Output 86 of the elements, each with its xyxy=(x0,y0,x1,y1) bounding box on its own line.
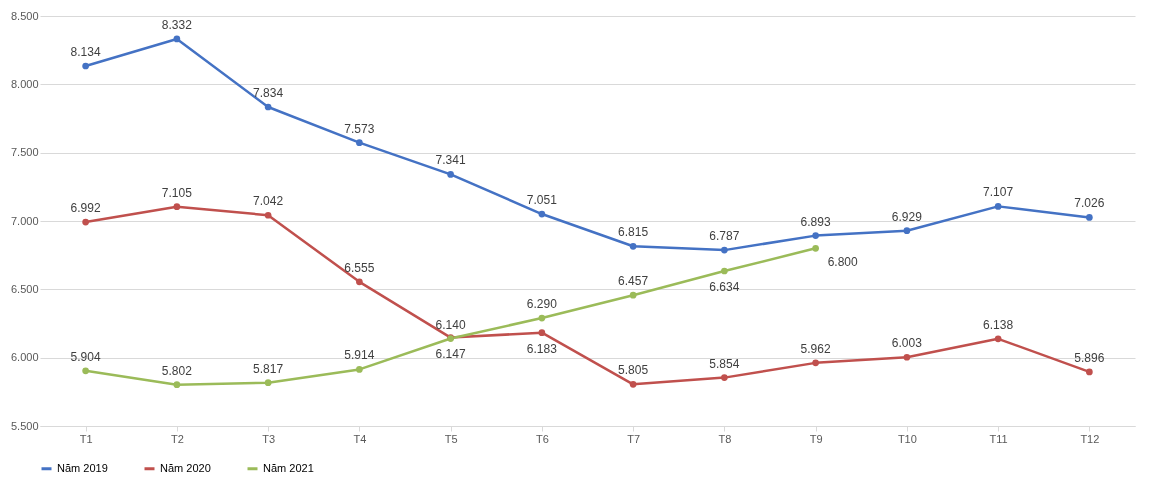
y-tick-label: 6.000 xyxy=(10,351,39,364)
data-label: 5.914 xyxy=(344,348,375,363)
data-label: 6.003 xyxy=(891,336,923,351)
y-tick-label: 8.000 xyxy=(10,77,39,90)
data-label: 6.290 xyxy=(526,297,558,312)
x-tick-label: T8 xyxy=(718,432,732,445)
point xyxy=(721,246,728,254)
x-tick-label: T6 xyxy=(535,432,549,445)
y-tick-label: 6.500 xyxy=(10,282,39,295)
point xyxy=(264,103,272,111)
legend-label: Năm 2020 xyxy=(160,461,211,474)
data-label: 6.140 xyxy=(435,317,466,332)
data-label: 6.893 xyxy=(800,214,831,229)
point xyxy=(538,329,546,336)
data-label: 5.854 xyxy=(709,356,740,371)
point xyxy=(629,291,637,299)
data-label: 5.805 xyxy=(618,363,649,378)
data-label: 8.332 xyxy=(161,17,193,32)
point xyxy=(173,381,181,389)
point xyxy=(1086,368,1093,376)
y-tick-label: 7.500 xyxy=(10,146,39,159)
legend-label: Năm 2021 xyxy=(263,461,314,474)
data-label: 6.138 xyxy=(983,317,1014,332)
point xyxy=(173,35,181,43)
data-label: 7.341 xyxy=(435,153,466,168)
point xyxy=(1086,214,1093,221)
data-label: 6.147 xyxy=(435,346,466,361)
data-label: 8.134 xyxy=(70,45,101,60)
data-label: 6.183 xyxy=(526,341,558,356)
data-label: 5.962 xyxy=(800,341,831,356)
point xyxy=(82,62,89,70)
data-label: 5.817 xyxy=(253,361,284,376)
point xyxy=(264,211,272,219)
point xyxy=(356,366,363,373)
point xyxy=(721,374,728,381)
point xyxy=(812,359,819,367)
data-label: 7.105 xyxy=(161,185,193,200)
point xyxy=(994,203,1002,210)
x-tick-label: T10 xyxy=(897,432,917,445)
x-tick-label: T7 xyxy=(627,432,641,445)
data-label: 6.815 xyxy=(618,225,649,240)
point xyxy=(629,242,637,250)
point xyxy=(82,218,89,226)
point xyxy=(994,335,1002,343)
point xyxy=(356,278,363,286)
data-label: 7.834 xyxy=(253,86,284,101)
point xyxy=(82,367,89,375)
data-label: 5.896 xyxy=(1074,350,1105,365)
point xyxy=(812,232,819,239)
data-label: 6.634 xyxy=(709,280,740,295)
data-label: 6.992 xyxy=(70,201,101,216)
x-tick-label: T3 xyxy=(262,432,276,445)
x-tick-label: T5 xyxy=(444,432,458,445)
point xyxy=(356,139,363,147)
point xyxy=(629,380,637,388)
x-tick-label: T1 xyxy=(79,432,93,445)
data-label: 6.929 xyxy=(891,209,923,224)
x-tick-label: T11 xyxy=(989,432,1008,445)
y-tick-label: 8.500 xyxy=(10,9,39,22)
y-tick-label: 7.000 xyxy=(10,214,39,227)
data-label: 5.904 xyxy=(70,349,101,364)
point xyxy=(903,227,911,235)
point xyxy=(721,267,728,275)
point xyxy=(903,353,911,361)
data-label: 6.787 xyxy=(709,229,740,244)
data-label: 5.802 xyxy=(161,363,193,378)
x-tick-label: T4 xyxy=(353,432,367,445)
legend-label: Năm 2019 xyxy=(57,461,108,474)
point xyxy=(538,210,546,218)
y-tick-label: 5.500 xyxy=(10,419,39,432)
x-tick-label: T9 xyxy=(809,432,823,445)
data-label: 7.107 xyxy=(983,185,1014,200)
data-label: 6.800 xyxy=(827,255,858,270)
data-label: 6.457 xyxy=(618,274,649,289)
x-tick-label: T12 xyxy=(1080,432,1100,445)
x-tick-label: T2 xyxy=(170,432,184,445)
data-label: 7.042 xyxy=(253,194,284,209)
data-label: 6.555 xyxy=(344,260,375,275)
data-label: 7.573 xyxy=(344,121,375,136)
point xyxy=(812,244,819,252)
point xyxy=(538,314,546,322)
point xyxy=(264,379,272,387)
data-label: 7.051 xyxy=(526,193,558,208)
point xyxy=(173,203,181,210)
data-label: 7.026 xyxy=(1074,196,1105,211)
point xyxy=(447,171,454,178)
